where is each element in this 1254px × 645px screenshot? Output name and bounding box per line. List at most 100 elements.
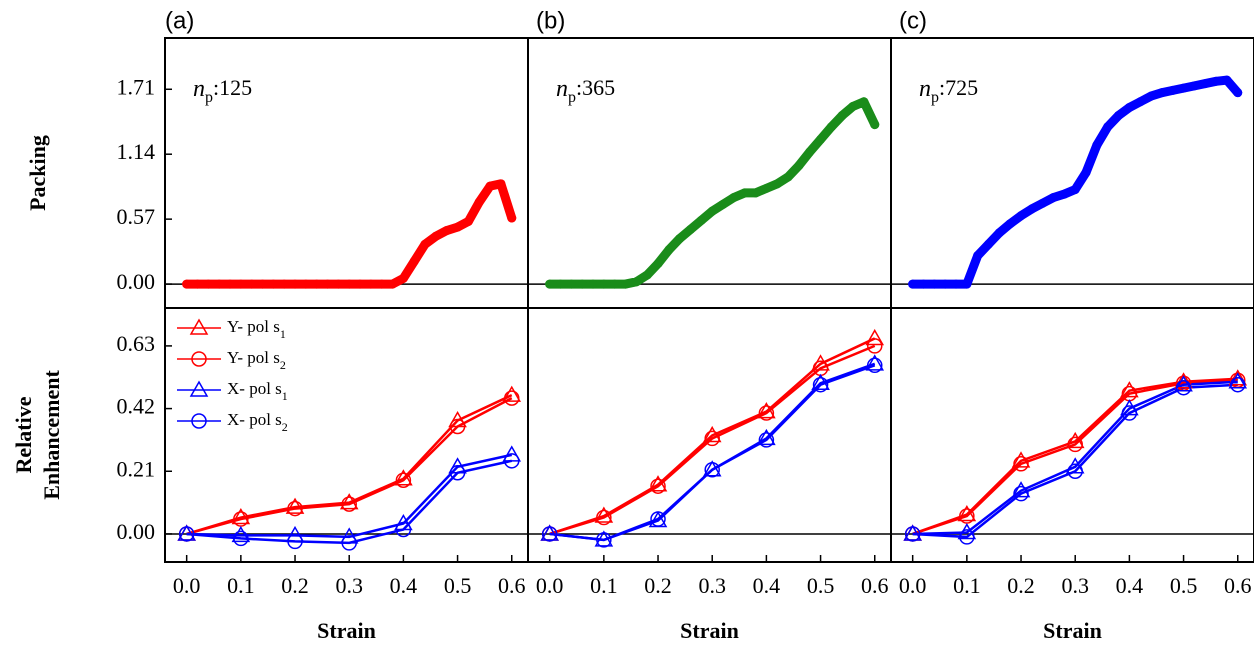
marker-triangle <box>957 505 977 522</box>
x-tick-label: 0.2 <box>1007 573 1035 598</box>
x-tick-label: 0.3 <box>1061 573 1089 598</box>
point <box>1038 198 1048 208</box>
marker-circle <box>650 511 666 527</box>
y-axis-label: Enhancement <box>39 370 64 500</box>
point <box>973 251 983 261</box>
x-tick-label: 0.4 <box>1116 573 1144 598</box>
panel-label: (c) <box>899 7 927 34</box>
line <box>912 380 1238 536</box>
marker-triangle <box>502 385 522 402</box>
point <box>556 279 566 289</box>
point <box>388 279 398 289</box>
line <box>549 337 876 536</box>
marker-circle <box>541 526 558 542</box>
line <box>186 453 513 539</box>
point <box>751 188 761 198</box>
marker-triangle <box>648 475 668 492</box>
marker-circle <box>758 432 775 448</box>
point <box>1200 79 1210 89</box>
point <box>409 256 419 266</box>
point <box>496 179 506 189</box>
marker-triangle <box>865 354 885 371</box>
point <box>1146 91 1156 101</box>
marker-circle <box>449 465 466 481</box>
marker-triangle <box>1011 451 1031 468</box>
x-tick-label: 0.0 <box>899 573 927 598</box>
point <box>951 279 961 289</box>
marker-triangle <box>448 411 467 428</box>
annotation: np:365 <box>556 75 615 106</box>
marker-circle <box>233 530 249 547</box>
marker-triangle <box>1174 375 1193 392</box>
x-tick-label: 0.4 <box>390 573 418 598</box>
point <box>566 279 576 289</box>
trace <box>182 179 517 289</box>
point <box>1081 167 1091 177</box>
marker-circle <box>503 390 520 406</box>
point <box>1059 189 1069 199</box>
marker-circle <box>287 533 303 550</box>
point <box>794 161 804 171</box>
marker-triangle <box>231 508 251 525</box>
point <box>1168 85 1178 95</box>
point <box>323 279 333 289</box>
point <box>816 134 826 144</box>
y-tick-label: 0.42 <box>117 394 156 419</box>
point <box>1222 75 1232 85</box>
point <box>258 279 268 289</box>
point <box>929 279 939 289</box>
marker-triangle <box>285 525 305 543</box>
panel: (c) np:725 <box>890 7 1254 309</box>
y-tick-label: 0.00 <box>117 269 156 294</box>
marker-circle <box>1013 456 1029 472</box>
marker-triangle <box>594 530 614 547</box>
annotation: np:725 <box>919 75 978 106</box>
marker-triangle <box>339 527 359 544</box>
marker-circle <box>191 413 207 429</box>
marker-circle <box>1067 463 1083 480</box>
point <box>1103 122 1113 132</box>
marker-triangle <box>702 425 722 443</box>
point <box>848 101 858 111</box>
x-tick-label: 0.1 <box>953 573 981 598</box>
marker-triangle <box>231 525 251 543</box>
point <box>1114 110 1124 120</box>
line <box>912 383 1238 539</box>
marker-circle <box>1229 376 1246 393</box>
marker-circle <box>287 500 303 517</box>
marker-triangle <box>189 380 209 397</box>
point <box>1233 88 1243 98</box>
point <box>653 259 663 269</box>
panel-label: (b) <box>536 7 565 34</box>
marker-triangle <box>189 318 209 335</box>
marker-circle <box>866 357 883 374</box>
marker-circle <box>704 430 720 447</box>
point <box>1070 185 1080 195</box>
x-tick-label: 0.6 <box>861 573 889 598</box>
point <box>664 245 674 255</box>
point <box>870 120 880 130</box>
panel: Strain 0.0 0.1 0.2 0.3 0.4 0.5 0.6 <box>890 307 1254 643</box>
x-tick-label: 0.5 <box>444 573 472 598</box>
point <box>962 279 972 289</box>
point <box>718 199 728 209</box>
trace <box>908 75 1243 289</box>
y-tick-label: 0.63 <box>117 331 156 356</box>
point <box>431 231 441 241</box>
marker-triangle <box>394 513 413 531</box>
point <box>182 279 192 289</box>
point <box>236 279 246 289</box>
point <box>1135 97 1145 107</box>
x-tick-label: 0.5 <box>1170 573 1198 598</box>
marker-circle <box>395 521 412 538</box>
marker-circle <box>395 472 412 488</box>
marker-circle <box>812 376 829 393</box>
x-tick-label: 0.0 <box>173 573 201 598</box>
marker-circle <box>341 535 357 551</box>
point <box>783 172 793 182</box>
marker-circle <box>178 526 195 542</box>
point <box>1157 88 1167 98</box>
point <box>420 239 430 249</box>
point <box>398 273 408 283</box>
